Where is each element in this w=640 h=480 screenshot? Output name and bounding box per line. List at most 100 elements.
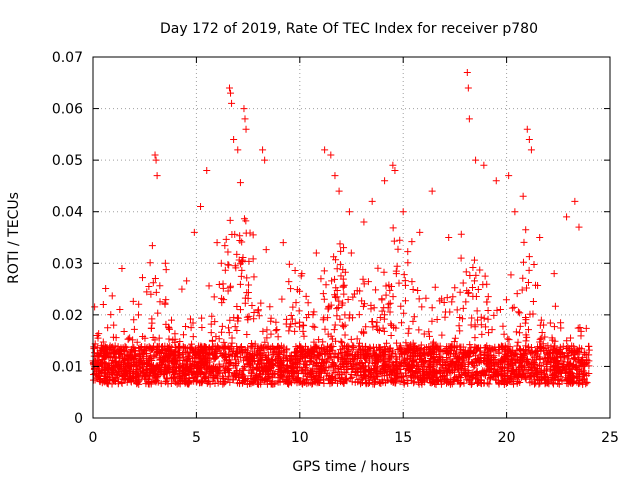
scatter-point	[408, 278, 416, 286]
chart-title: Day 172 of 2019, Rate Of TEC Index for r…	[160, 21, 538, 37]
scatter-point	[133, 338, 141, 346]
scatter-point	[522, 316, 530, 324]
scatter-point	[287, 351, 295, 359]
scatter-point	[224, 351, 232, 359]
scatter-point	[419, 357, 427, 365]
scatter-point	[271, 370, 279, 378]
scatter-point	[341, 331, 349, 339]
peak-point	[321, 146, 329, 154]
scatter-point	[340, 244, 348, 252]
scatter-point	[583, 379, 591, 387]
scatter-point	[263, 365, 271, 373]
scatter-point	[185, 374, 193, 382]
scatter-point	[534, 375, 542, 383]
scatter-point	[207, 320, 215, 328]
scatter-point	[451, 284, 459, 292]
scatter-point	[508, 304, 516, 312]
scatter-point	[493, 306, 501, 314]
scatter-point	[374, 264, 382, 272]
scatter-point	[382, 282, 390, 290]
scatter-point	[361, 367, 369, 375]
scatter-point	[384, 304, 392, 312]
scatter-point	[120, 328, 128, 336]
scatter-point	[218, 328, 226, 336]
scatter-point	[139, 365, 147, 373]
scatter-point	[328, 346, 336, 354]
scatter-point	[249, 231, 257, 239]
scatter-point	[228, 352, 236, 360]
scatter-point	[387, 320, 395, 328]
scatter-point	[372, 286, 380, 294]
scatter-point	[357, 349, 365, 357]
peak-point	[505, 172, 513, 180]
y-tick-label: 0	[74, 411, 83, 427]
scatter-point	[518, 286, 526, 294]
scatter-point	[247, 343, 255, 351]
scatter-point	[443, 294, 451, 302]
scatter-point	[354, 353, 362, 361]
scatter-point	[302, 292, 310, 300]
scatter-point	[388, 283, 396, 291]
peak-point	[472, 156, 480, 164]
scatter-point	[554, 369, 562, 377]
scatter-point	[129, 369, 137, 377]
peak-point	[345, 208, 353, 216]
scatter-point	[133, 379, 141, 387]
scatter-point	[410, 313, 418, 321]
scatter-point	[217, 350, 225, 358]
scatter-point	[557, 319, 565, 327]
scatter-point	[540, 369, 548, 377]
scatter-point	[183, 380, 191, 388]
scatter-point	[438, 295, 446, 303]
scatter-point	[90, 343, 98, 351]
scatter-point	[429, 377, 437, 385]
scatter-point	[585, 346, 593, 354]
scatter-point	[479, 368, 487, 376]
scatter-point	[473, 307, 481, 315]
scatter-point	[364, 345, 372, 353]
scatter-point	[490, 371, 498, 379]
scatter-point	[465, 289, 473, 297]
peak-point	[465, 115, 473, 123]
peak-point	[118, 264, 126, 272]
scatter-point	[113, 361, 121, 369]
scatter-point	[259, 327, 267, 335]
scatter-point	[236, 232, 244, 240]
scatter-point	[307, 370, 315, 378]
scatter-point	[471, 321, 479, 329]
scatter-point	[175, 379, 183, 387]
scatter-point	[151, 373, 159, 381]
scatter-point	[232, 372, 240, 380]
scatter-point	[171, 335, 179, 343]
scatter-point	[238, 266, 246, 274]
scatter-point	[299, 327, 307, 335]
scatter-point	[224, 248, 232, 256]
peak-point	[225, 84, 233, 92]
scatter-point	[355, 311, 363, 319]
scatter-point	[356, 364, 364, 372]
scatter-point	[215, 360, 223, 368]
scatter-point	[216, 377, 224, 385]
scatter-point	[245, 281, 253, 289]
scatter-point	[336, 240, 344, 248]
scatter-point	[283, 345, 291, 353]
scatter-point	[272, 327, 280, 335]
scatter-point	[256, 370, 264, 378]
scatter-point	[243, 380, 251, 388]
scatter-point	[456, 327, 464, 335]
scatter-point	[519, 274, 527, 282]
scatter-point	[220, 338, 228, 346]
scatter-point	[320, 267, 328, 275]
scatter-point	[156, 282, 164, 290]
scatter-point	[340, 323, 348, 331]
scatter-point	[251, 372, 259, 380]
scatter-point	[163, 343, 171, 351]
scatter-point	[257, 350, 265, 358]
scatter-point	[510, 303, 518, 311]
scatter-point	[514, 308, 522, 316]
peak-point	[153, 172, 161, 180]
scatter-point	[325, 355, 333, 363]
scatter-point	[426, 378, 434, 386]
scatter-point	[164, 323, 172, 331]
scatter-point	[516, 322, 524, 330]
